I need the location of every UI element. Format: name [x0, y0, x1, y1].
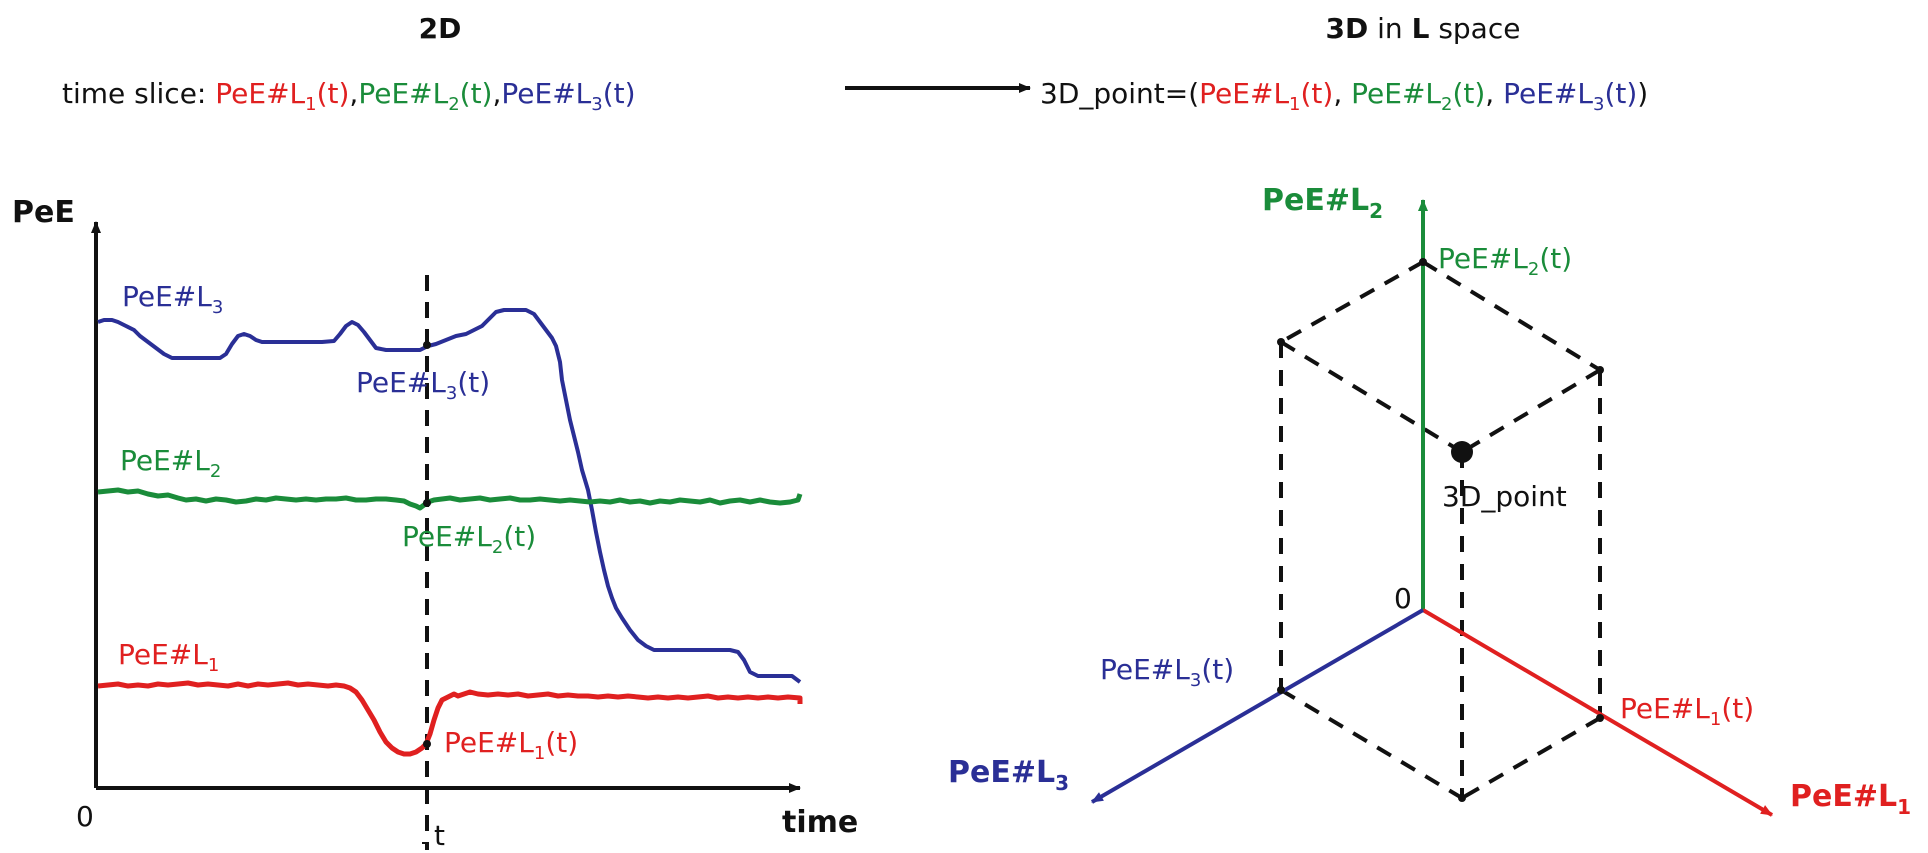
point-formula: 3D_point=(PeE#L1(t), PeE#L2(t), PeE#L3(t…	[1040, 77, 1648, 115]
tick-label-L2-t: PeE#L2(t)	[1438, 242, 1572, 280]
vertex-dot	[1596, 366, 1604, 374]
tick-label-L1-t: PeE#L1(t)	[1620, 692, 1754, 730]
axis-L1	[1421, 608, 1774, 817]
box-edge	[1279, 688, 1464, 800]
axis-label-L1: PeE#L1	[1790, 779, 1911, 819]
y-axis-label: PeE	[12, 195, 75, 230]
plot-3d: PeE#L2 PeE#L1 PeE#L3 PeE#L2(t) PeE#L1(t)…	[948, 183, 1911, 819]
time-slice-formula: time slice: PeE#L1(t),PeE#L2(t),PeE#L3(t…	[62, 77, 636, 115]
origin-label-2d: 0	[76, 800, 94, 833]
curve-L1	[97, 680, 803, 757]
x-axis-label: time	[782, 805, 858, 840]
origin-label-3d: 0	[1394, 582, 1412, 615]
dot-L3-t	[423, 341, 431, 349]
dot-L2-t	[423, 499, 431, 507]
label-L3-t: PeE#L3(t)	[356, 366, 490, 404]
box-edge	[1460, 716, 1602, 800]
left-title: 2D	[419, 12, 462, 45]
vertex-dot	[1277, 338, 1285, 346]
curve-L2	[97, 487, 803, 511]
label-L1-t: PeE#L1(t)	[444, 726, 578, 764]
right-title: 3D in L space	[1326, 12, 1521, 45]
label-L1: PeE#L1	[118, 638, 219, 676]
dot-L1-t	[423, 740, 431, 748]
box-edge	[1280, 260, 1424, 344]
label-L2-t: PeE#L2(t)	[402, 520, 536, 558]
box-edge	[1460, 368, 1602, 454]
label-L2: PeE#L2	[120, 444, 221, 482]
3d-point-label: 3D_point	[1442, 480, 1567, 513]
t-label: t	[434, 819, 445, 852]
plot-2d: PeE time 0 t PeE#L3 PeE#L2 PeE#L1 PeE#L3…	[12, 195, 858, 852]
box-edge	[1279, 340, 1464, 454]
tick-label-L3-t: PeE#L3(t)	[1100, 653, 1234, 691]
vertex-dot	[1277, 686, 1285, 694]
axis-L3	[1090, 608, 1425, 804]
vertex-dot	[1458, 794, 1466, 802]
box-edge	[1421, 260, 1602, 372]
label-L3: PeE#L3	[122, 280, 223, 318]
axis-label-L2: PeE#L2	[1262, 183, 1383, 223]
3d-point-dot	[1451, 441, 1473, 463]
vertex-dot	[1419, 258, 1427, 266]
axis-label-L3: PeE#L3	[948, 755, 1069, 795]
curve-L3	[97, 308, 802, 684]
vertex-dot	[1596, 714, 1604, 722]
